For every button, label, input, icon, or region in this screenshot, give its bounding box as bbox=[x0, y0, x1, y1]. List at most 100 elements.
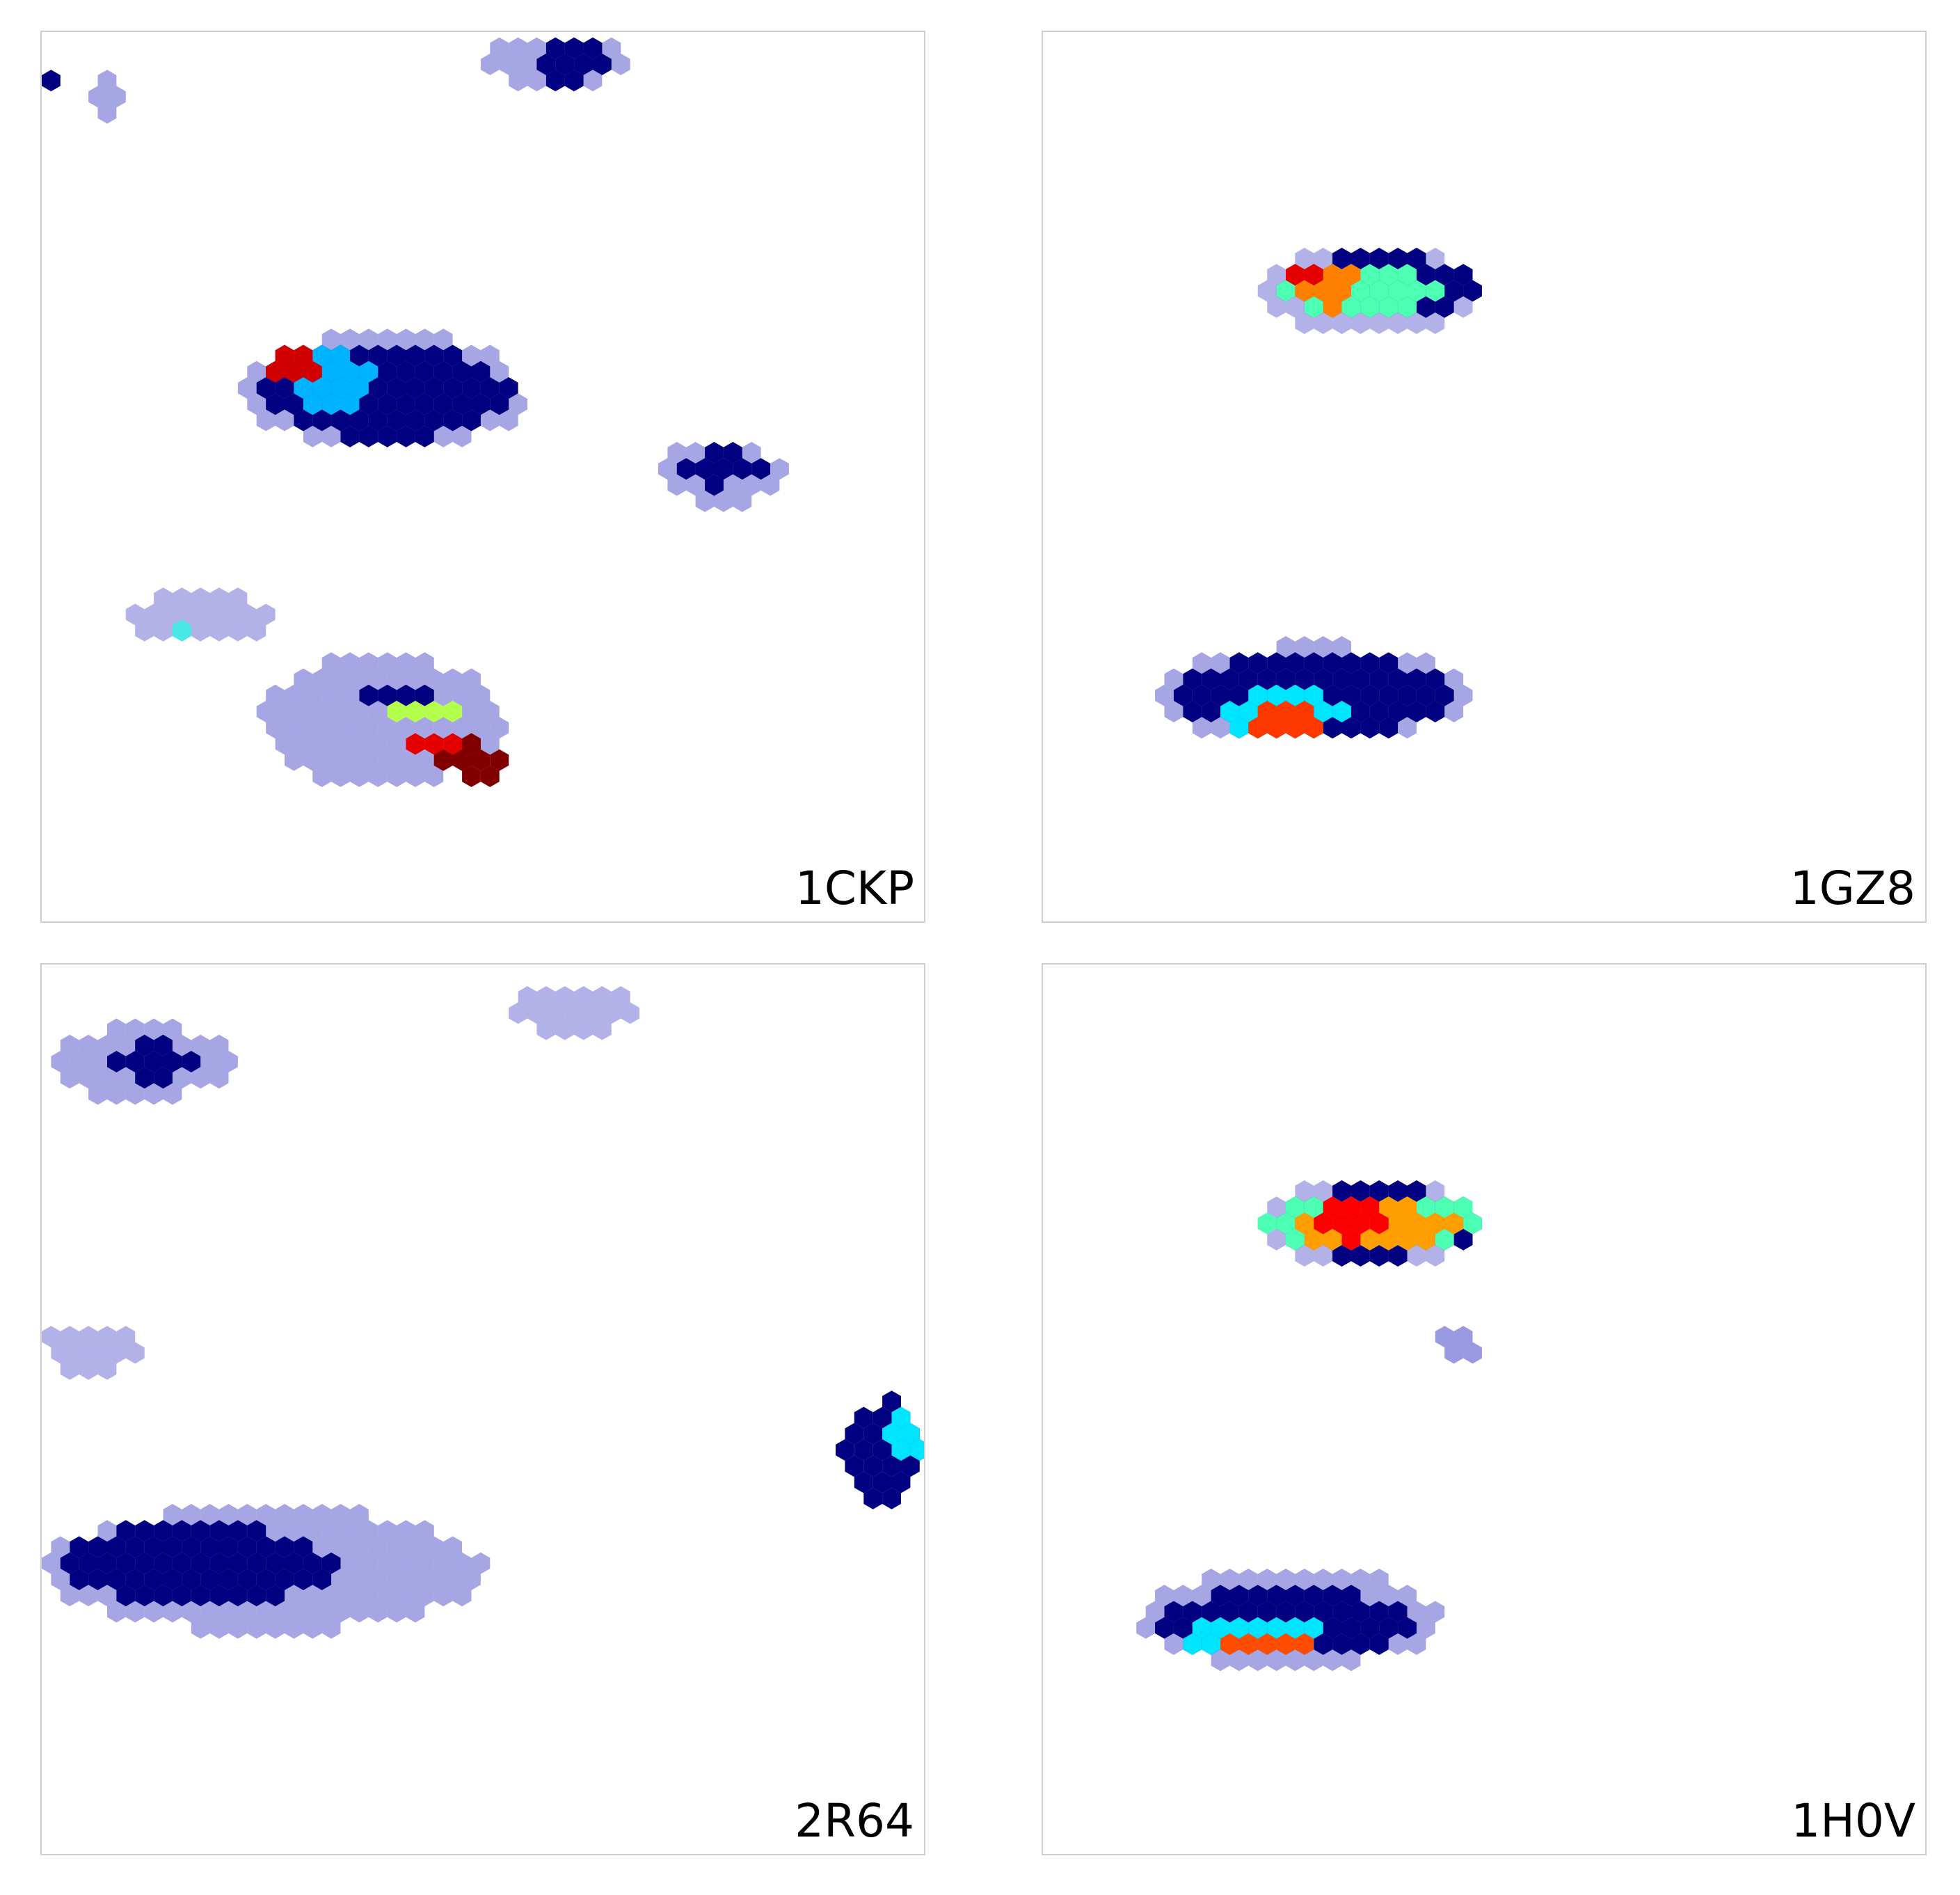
hex-cell bbox=[368, 668, 388, 690]
hex-cell bbox=[331, 766, 350, 787]
hex-cluster bbox=[125, 587, 276, 642]
hex-cell bbox=[340, 1585, 360, 1607]
hex-cell bbox=[406, 701, 425, 722]
hex-cell bbox=[1351, 1569, 1370, 1590]
hex-cell bbox=[88, 1342, 107, 1364]
hex-cluster bbox=[1286, 264, 1323, 286]
hex-cell bbox=[1211, 1585, 1230, 1607]
hex-cell bbox=[1173, 684, 1193, 706]
hex-cell bbox=[191, 587, 210, 610]
hex-cell bbox=[1407, 280, 1426, 302]
hex-cell bbox=[471, 360, 491, 383]
hex-cell bbox=[172, 1067, 191, 1089]
hex-cell bbox=[1444, 1342, 1464, 1364]
hex-cell bbox=[275, 344, 294, 367]
hex-cell bbox=[135, 619, 154, 642]
hex-cell bbox=[340, 684, 360, 706]
hex-cell bbox=[406, 1536, 425, 1558]
hex-cell bbox=[406, 344, 425, 367]
hex-cell bbox=[462, 1569, 481, 1590]
hex-cell bbox=[294, 344, 313, 367]
hex-cell bbox=[1276, 280, 1296, 302]
hex-cell bbox=[378, 425, 397, 447]
hex-cell bbox=[1202, 1633, 1220, 1655]
hex-cell bbox=[433, 360, 453, 383]
hex-cell bbox=[658, 458, 677, 480]
hex-cell bbox=[1202, 1601, 1220, 1623]
hex-cell bbox=[443, 1536, 463, 1558]
hex-cell bbox=[1332, 1569, 1351, 1590]
hex-cell bbox=[1341, 1585, 1361, 1607]
hex-cell bbox=[1426, 1245, 1445, 1267]
hex-cell bbox=[518, 54, 537, 75]
hex-cell bbox=[107, 1536, 126, 1558]
hex-cell bbox=[1398, 264, 1417, 286]
hex-cell bbox=[359, 393, 379, 415]
hex-cell bbox=[266, 1520, 285, 1542]
hex-cell bbox=[172, 1034, 191, 1056]
hex-cell bbox=[695, 458, 715, 480]
hex-cell bbox=[285, 717, 303, 739]
hex-cell bbox=[593, 54, 612, 75]
hex-cell bbox=[1304, 1585, 1323, 1607]
hex-cell bbox=[303, 1520, 322, 1542]
hex-cell bbox=[1360, 717, 1380, 739]
hex-cell bbox=[1379, 717, 1399, 739]
hex-cell bbox=[79, 1358, 98, 1380]
hex-cell bbox=[1453, 1196, 1473, 1219]
hex-cell bbox=[97, 1552, 117, 1574]
hex-cell bbox=[1379, 1196, 1399, 1219]
hex-cluster bbox=[1314, 1196, 1389, 1251]
hex-cell bbox=[1398, 1196, 1417, 1219]
hex-cell bbox=[1351, 668, 1370, 690]
hex-cell bbox=[378, 717, 397, 739]
hex-cell bbox=[1257, 701, 1277, 722]
hex-cluster bbox=[359, 684, 434, 706]
hex-cell bbox=[285, 684, 303, 706]
hex-cell bbox=[285, 1585, 303, 1607]
hex-cell bbox=[1398, 652, 1417, 674]
hex-cell bbox=[70, 1536, 89, 1558]
hex-cell bbox=[1248, 1649, 1268, 1672]
hex-cell bbox=[863, 1487, 883, 1509]
hex-cell bbox=[135, 1034, 154, 1056]
hex-cell bbox=[397, 652, 415, 674]
hex-cell bbox=[331, 1536, 350, 1558]
hex-cell bbox=[480, 409, 500, 431]
hex-cell bbox=[1360, 296, 1380, 318]
hex-cell bbox=[60, 1552, 79, 1574]
hex-cell bbox=[536, 54, 556, 75]
hex-cell bbox=[312, 766, 332, 787]
hex-cell bbox=[1341, 296, 1361, 318]
hex-cell bbox=[135, 1067, 154, 1089]
hex-cell bbox=[1341, 717, 1361, 739]
hex-cell bbox=[97, 1067, 117, 1089]
hex-cell bbox=[1416, 684, 1435, 706]
hex-cell bbox=[1360, 1617, 1380, 1639]
hex-cell bbox=[499, 377, 518, 399]
hex-cell bbox=[256, 701, 276, 722]
hex-cell bbox=[237, 377, 257, 399]
hex-cell bbox=[1295, 668, 1314, 690]
hex-cell bbox=[1304, 717, 1323, 739]
hex-cell bbox=[340, 1520, 360, 1542]
hex-cell bbox=[340, 717, 360, 739]
hex-cell bbox=[387, 344, 406, 367]
hex-cell bbox=[1202, 1569, 1220, 1590]
hex-cell bbox=[1351, 248, 1370, 269]
hex-cell bbox=[836, 1439, 854, 1461]
hex-cell bbox=[378, 393, 397, 415]
hex-cell bbox=[1314, 248, 1333, 269]
hex-cell bbox=[527, 70, 546, 92]
hex-cell bbox=[1276, 636, 1296, 658]
hex-cell bbox=[237, 1601, 257, 1623]
hex-cell bbox=[1238, 1633, 1258, 1655]
hex-cell bbox=[490, 37, 509, 59]
hex-cell bbox=[191, 1520, 210, 1542]
hex-cell bbox=[350, 701, 369, 722]
hex-cell bbox=[1314, 1212, 1333, 1235]
hex-cell bbox=[1220, 1569, 1239, 1590]
hex-cell bbox=[359, 328, 379, 351]
hex-cell bbox=[60, 1034, 79, 1056]
hex-cell bbox=[256, 377, 276, 399]
